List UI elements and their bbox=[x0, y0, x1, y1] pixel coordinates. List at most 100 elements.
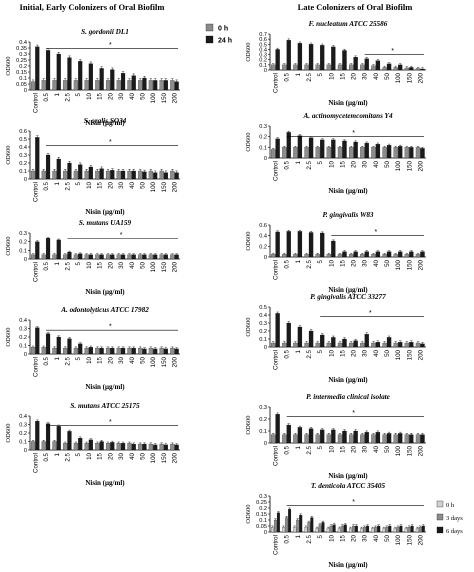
bar bbox=[299, 515, 303, 533]
bar bbox=[386, 337, 392, 348]
y-tick-label: 0.1 bbox=[19, 344, 27, 350]
x-axis-label: Nisin (µg/ml) bbox=[328, 472, 368, 480]
bar bbox=[326, 147, 332, 159]
bar bbox=[293, 527, 297, 533]
bar bbox=[116, 443, 121, 451]
x-tick-label: 30 bbox=[362, 534, 369, 541]
x-tick-label: 2.5 bbox=[306, 259, 313, 268]
bar bbox=[293, 147, 298, 159]
bar bbox=[337, 147, 343, 159]
bar bbox=[30, 254, 36, 260]
bar bbox=[307, 522, 311, 533]
bar bbox=[320, 139, 325, 159]
bar bbox=[99, 347, 104, 355]
bar bbox=[170, 170, 175, 180]
legend-swatch bbox=[205, 23, 214, 32]
y-tick-label: 0 bbox=[264, 68, 267, 74]
bar bbox=[73, 170, 78, 180]
y-tick-label: 0.4 bbox=[259, 47, 267, 53]
x-tick-label: 5 bbox=[317, 445, 324, 449]
bar bbox=[364, 251, 369, 258]
x-axis-label: Nisin (µg/ml) bbox=[85, 208, 125, 216]
x-tick-label: 100 bbox=[150, 452, 157, 463]
x-tick-label: 30 bbox=[362, 160, 369, 167]
bar bbox=[418, 527, 422, 533]
significance-asterisk: * bbox=[352, 130, 355, 137]
bar bbox=[340, 525, 344, 533]
y-axis-label: OD600 bbox=[5, 236, 12, 255]
bar bbox=[282, 434, 287, 444]
y-tick-label: 0.3 bbox=[19, 52, 27, 58]
y-tick-label: 0.2 bbox=[19, 335, 27, 341]
bar bbox=[286, 231, 291, 258]
x-tick-label: 20 bbox=[351, 160, 358, 167]
bar bbox=[331, 337, 336, 348]
y-tick-label: 0.4 bbox=[259, 313, 267, 319]
x-tick-label: 20 bbox=[351, 445, 358, 452]
x-tick-label: 5 bbox=[75, 181, 82, 185]
bar bbox=[288, 509, 292, 533]
bar bbox=[110, 347, 115, 355]
bar bbox=[163, 444, 168, 451]
bar bbox=[95, 254, 100, 260]
x-tick-label: 10 bbox=[328, 72, 335, 79]
bar bbox=[377, 525, 381, 533]
x-tick-label: 20 bbox=[107, 92, 114, 99]
bar bbox=[153, 80, 158, 91]
bar bbox=[409, 67, 414, 71]
x-tick-label: 50 bbox=[384, 160, 391, 167]
x-tick-label: 30 bbox=[118, 452, 125, 459]
x-tick-label: 5 bbox=[75, 261, 82, 265]
x-tick-label: 100 bbox=[395, 445, 402, 456]
bar bbox=[30, 81, 36, 91]
x-tick-label: 50 bbox=[140, 181, 147, 188]
x-tick-label: Control bbox=[32, 453, 39, 473]
bar bbox=[110, 254, 115, 260]
bar bbox=[404, 342, 410, 348]
bar bbox=[360, 64, 365, 71]
x-tick-label: 40 bbox=[373, 160, 380, 167]
bar bbox=[138, 80, 143, 91]
bar bbox=[159, 347, 164, 355]
y-tick-label: 0.1 bbox=[19, 169, 27, 175]
x-tick-label: 0.5 bbox=[284, 534, 291, 543]
x-tick-label: 100 bbox=[395, 72, 402, 83]
y-tick-label: 0.6 bbox=[259, 223, 267, 229]
bar bbox=[421, 525, 425, 533]
bar bbox=[131, 75, 136, 91]
chart-title: P. gingivalis W83 bbox=[322, 211, 373, 219]
bar bbox=[342, 338, 347, 348]
x-tick-label: 2.5 bbox=[306, 349, 313, 358]
bar bbox=[329, 525, 333, 533]
significance-asterisk: * bbox=[109, 419, 112, 426]
bar bbox=[56, 158, 61, 180]
bar bbox=[296, 519, 300, 533]
bar bbox=[409, 251, 414, 258]
y-tick-label: 0.1 bbox=[19, 248, 27, 254]
bar bbox=[404, 147, 410, 159]
bar bbox=[343, 524, 347, 533]
x-tick-label: 200 bbox=[172, 92, 179, 103]
y-axis-label: OD600 bbox=[5, 423, 12, 442]
x-tick-label: 50 bbox=[140, 452, 147, 459]
x-tick-label: 15 bbox=[97, 452, 104, 459]
bar bbox=[388, 525, 392, 533]
bar bbox=[318, 524, 322, 533]
x-tick-label: 200 bbox=[417, 72, 424, 83]
bar bbox=[326, 528, 330, 533]
bar bbox=[366, 525, 370, 533]
bar bbox=[56, 426, 61, 451]
bar bbox=[142, 443, 147, 451]
bar bbox=[331, 46, 336, 71]
right-column-heading: Late Colonizers of Oral Biofilm bbox=[298, 2, 413, 12]
bar bbox=[120, 347, 126, 355]
y-tick-label: 0.4 bbox=[19, 145, 27, 151]
bar bbox=[148, 170, 153, 180]
bar bbox=[420, 343, 425, 348]
bar bbox=[321, 522, 325, 533]
x-tick-label: Control bbox=[32, 262, 39, 282]
chart-title: P. intermedia clinical isolate bbox=[306, 393, 391, 401]
bar bbox=[276, 512, 280, 533]
bar bbox=[286, 424, 291, 444]
bar bbox=[415, 528, 419, 533]
